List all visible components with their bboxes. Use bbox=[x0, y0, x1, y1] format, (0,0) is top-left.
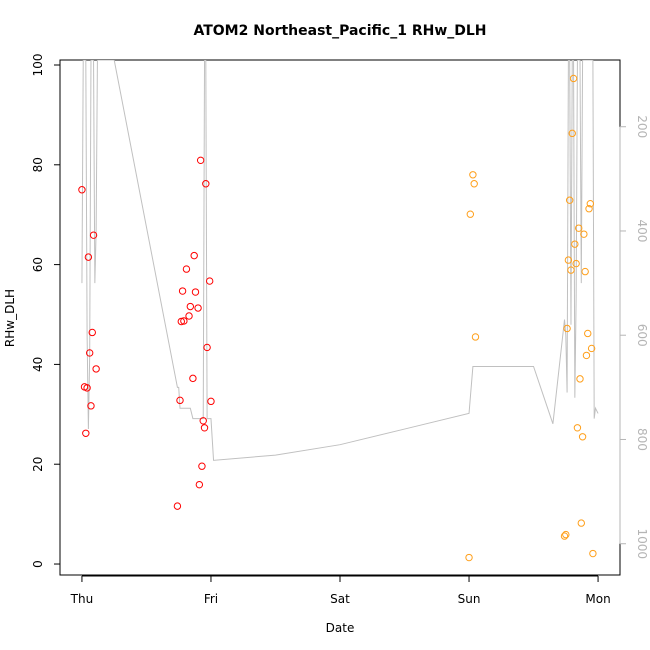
data-point-red bbox=[84, 253, 93, 261]
data-point-red bbox=[195, 480, 204, 489]
data-point-red bbox=[78, 186, 86, 194]
data-point-orange bbox=[560, 532, 569, 540]
data-point-orange bbox=[582, 351, 591, 360]
data-point-orange bbox=[586, 200, 595, 208]
data-point-orange bbox=[470, 180, 478, 188]
data-point-orange bbox=[578, 433, 587, 441]
y2-tick-label: 200 bbox=[635, 115, 649, 138]
y2-tick-label: 600 bbox=[635, 324, 649, 347]
data-point-orange bbox=[565, 196, 574, 204]
data-point-orange bbox=[469, 171, 477, 179]
data-point-red bbox=[85, 349, 94, 357]
data-point-red bbox=[178, 287, 187, 295]
data-point-orange bbox=[589, 549, 597, 558]
data-point-red bbox=[190, 251, 198, 260]
data-point-red bbox=[89, 231, 98, 239]
data-point-red bbox=[83, 384, 91, 392]
data-point-orange bbox=[587, 344, 596, 353]
data-point-red bbox=[200, 424, 209, 432]
data-point-orange bbox=[471, 333, 480, 341]
data-point-red bbox=[92, 365, 100, 373]
data-point-red bbox=[202, 180, 210, 188]
data-point-orange bbox=[563, 324, 571, 333]
data-point-red bbox=[199, 417, 207, 425]
data-point-red bbox=[186, 302, 195, 311]
data-point-red bbox=[191, 288, 200, 296]
y-tick-label: 20 bbox=[31, 457, 45, 472]
chart-title: ATOM2 Northeast_Pacific_1 RHw_DLH bbox=[193, 23, 486, 39]
y-tick-label: 100 bbox=[31, 54, 45, 77]
x-tick-label: Mon bbox=[585, 592, 610, 606]
data-point-red bbox=[176, 396, 184, 405]
data-point-orange bbox=[568, 129, 576, 138]
data-point-orange bbox=[564, 256, 573, 264]
data-point-orange bbox=[580, 230, 588, 238]
points-layer bbox=[78, 74, 597, 562]
data-point-red bbox=[88, 328, 96, 337]
data-point-red bbox=[207, 397, 215, 406]
plot-frame bbox=[59, 59, 621, 576]
data-point-red bbox=[205, 277, 214, 285]
data-point-orange bbox=[573, 424, 582, 432]
data-point-red bbox=[173, 502, 182, 510]
data-point-orange bbox=[567, 266, 575, 274]
data-point-red bbox=[182, 265, 191, 273]
secondary-line-layer bbox=[81, 60, 599, 461]
data-point-orange bbox=[465, 553, 473, 562]
x-tick-label: Fri bbox=[204, 592, 218, 606]
y-tick-label: 80 bbox=[31, 157, 45, 172]
data-point-orange bbox=[585, 205, 593, 213]
data-point-red bbox=[82, 429, 90, 437]
data-point-red bbox=[198, 462, 206, 470]
data-point-red bbox=[180, 317, 188, 325]
data-point-red bbox=[194, 304, 202, 312]
data-point-orange bbox=[577, 519, 585, 527]
data-point-orange bbox=[571, 240, 579, 248]
x-tick-label: Sun bbox=[458, 592, 481, 606]
data-point-orange bbox=[572, 259, 580, 268]
data-point-red bbox=[196, 156, 205, 165]
data-point-red bbox=[185, 312, 193, 320]
y-tick-label: 60 bbox=[31, 257, 45, 272]
secondary-series-line bbox=[81, 60, 599, 461]
data-point-orange bbox=[569, 74, 578, 83]
data-point-orange bbox=[584, 329, 592, 338]
data-point-red bbox=[203, 343, 211, 352]
data-point-orange bbox=[575, 224, 583, 232]
data-point-orange bbox=[562, 530, 570, 539]
axes-layer: 0 20 40 60 80 100 Thu Fri Sat Sun Mon 200 400 600 800 1… bbox=[31, 54, 649, 606]
x-tick-label: Sat bbox=[330, 592, 350, 606]
y2-tick-label: 400 bbox=[635, 220, 649, 243]
data-point-red bbox=[177, 317, 185, 326]
data-point-red bbox=[189, 374, 197, 383]
y-axis-label: RHw_DLH bbox=[3, 289, 17, 347]
y2-tick-label: 800 bbox=[635, 428, 649, 451]
y2-tick-label: 1000 bbox=[635, 528, 649, 559]
data-point-red bbox=[87, 402, 95, 410]
y-tick-label: 0 bbox=[31, 560, 45, 568]
x-axis-label: Date bbox=[326, 621, 355, 635]
data-point-orange bbox=[576, 375, 584, 383]
x-tick-label: Thu bbox=[70, 592, 94, 606]
data-point-orange bbox=[581, 267, 589, 276]
y-tick-label: 40 bbox=[31, 357, 45, 372]
data-point-orange bbox=[466, 210, 475, 218]
